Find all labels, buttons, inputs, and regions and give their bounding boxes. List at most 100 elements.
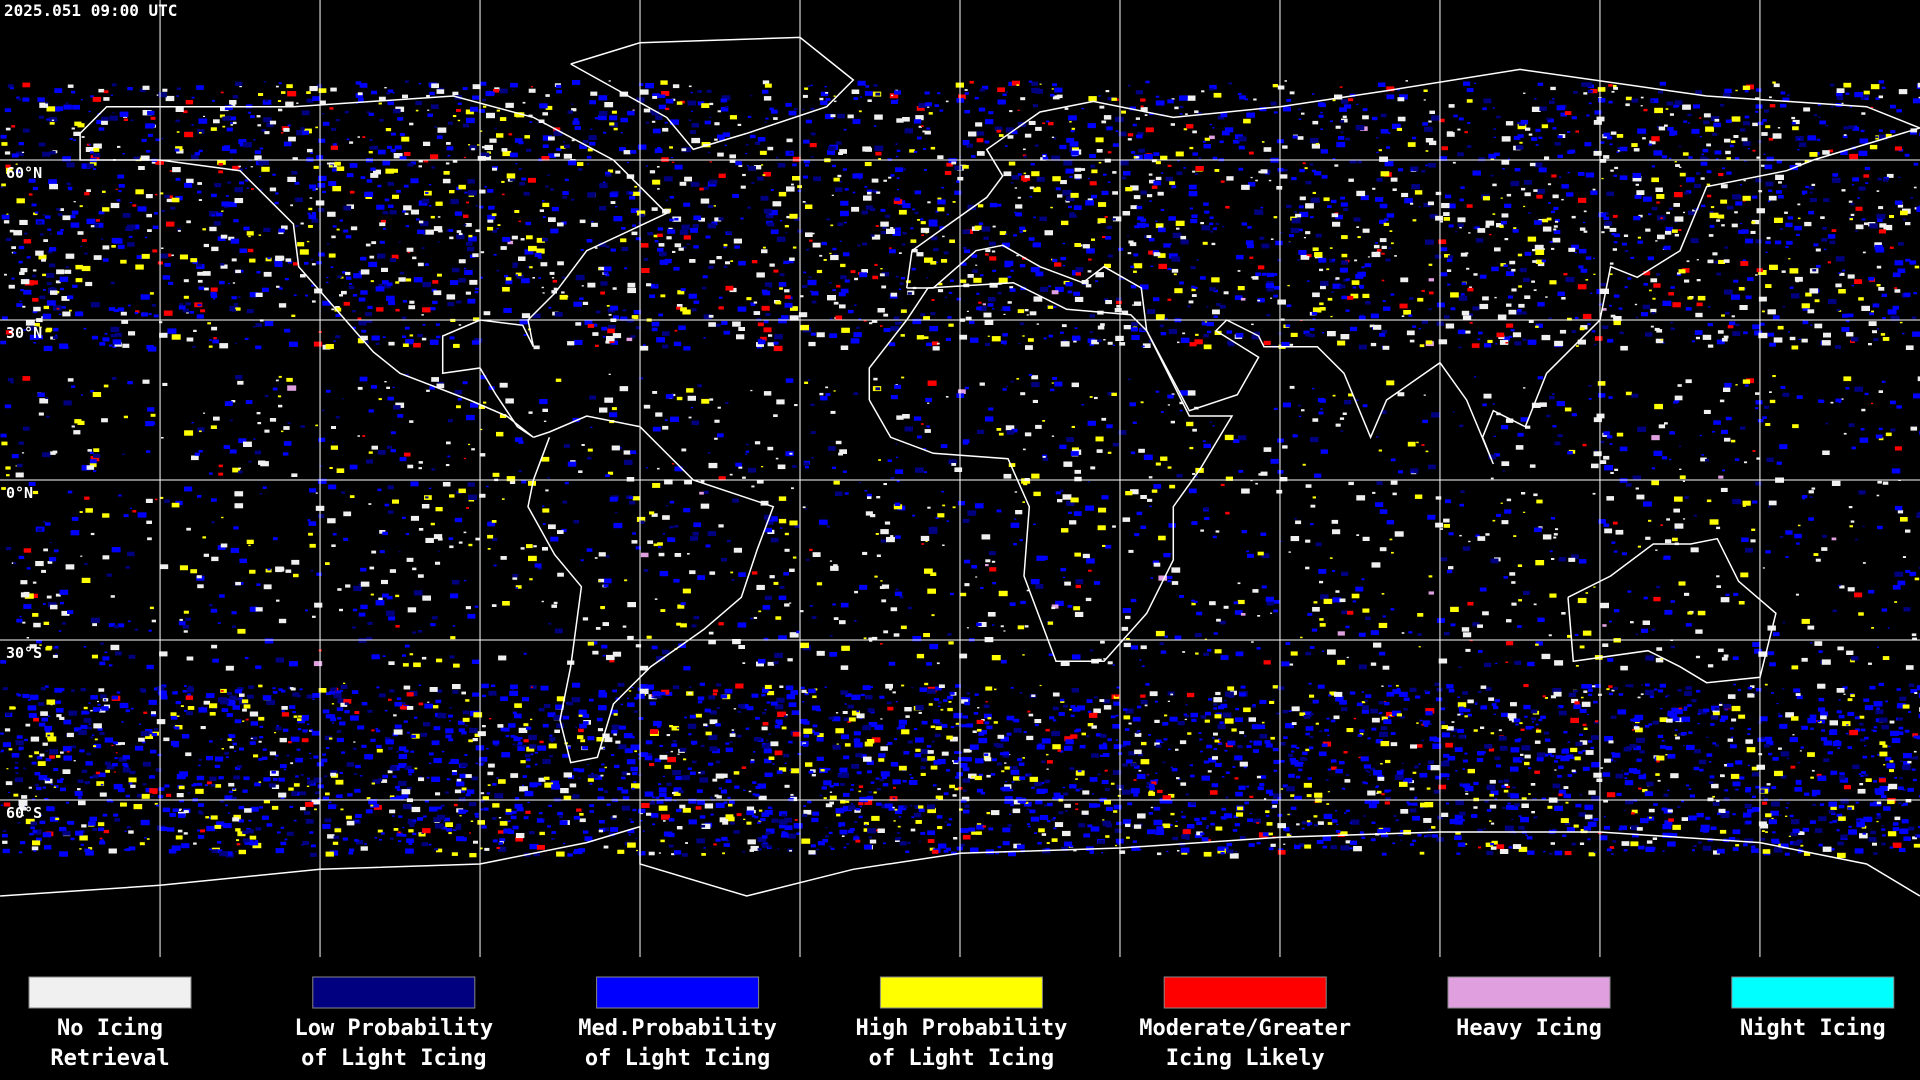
icing-patch bbox=[1909, 262, 1915, 265]
icing-patch bbox=[359, 83, 368, 88]
icing-patch bbox=[1473, 273, 1478, 276]
icing-patch bbox=[1747, 277, 1754, 282]
icing-patch bbox=[703, 186, 709, 190]
icing-patch bbox=[600, 281, 608, 286]
icing-patch bbox=[1535, 259, 1544, 264]
icing-patch bbox=[2, 848, 10, 854]
icing-patch bbox=[1712, 252, 1718, 256]
icing-patch bbox=[691, 123, 700, 128]
icing-patch bbox=[106, 764, 115, 770]
icing-patch bbox=[852, 191, 856, 194]
icing-patch bbox=[1673, 203, 1680, 207]
icing-patch bbox=[1423, 818, 1432, 823]
icing-patch bbox=[446, 142, 451, 145]
icing-patch bbox=[343, 229, 349, 233]
icing-patch bbox=[1520, 119, 1529, 125]
icing-patch bbox=[380, 219, 386, 223]
icing-patch bbox=[210, 127, 217, 131]
icing-patch bbox=[1277, 167, 1284, 172]
icing-patch bbox=[1104, 158, 1111, 163]
icing-patch bbox=[1843, 134, 1847, 136]
icing-patch bbox=[21, 151, 25, 153]
icing-patch bbox=[718, 306, 724, 310]
icing-patch bbox=[1786, 94, 1791, 97]
icing-patch bbox=[122, 153, 125, 155]
icing-patch bbox=[1336, 141, 1346, 148]
icing-patch bbox=[1724, 246, 1729, 249]
icing-patch bbox=[1891, 737, 1901, 743]
icing-patch bbox=[880, 230, 887, 235]
icing-patch bbox=[1298, 250, 1307, 255]
icing-patch bbox=[789, 849, 792, 852]
icing-patch bbox=[1036, 323, 1039, 325]
icing-patch bbox=[1532, 249, 1536, 252]
icing-patch bbox=[936, 342, 940, 345]
icing-patch bbox=[704, 120, 711, 125]
icing-patch bbox=[1918, 205, 1920, 208]
icing-patch bbox=[1678, 269, 1686, 274]
icing-patch bbox=[263, 227, 271, 232]
icing-patch bbox=[343, 682, 346, 684]
icing-patch bbox=[1755, 178, 1762, 183]
icing-patch bbox=[330, 770, 338, 775]
icing-patch bbox=[295, 224, 299, 227]
icing-patch bbox=[42, 273, 47, 277]
icing-patch bbox=[452, 115, 457, 118]
icing-patch bbox=[1489, 233, 1492, 236]
icing-patch bbox=[685, 842, 688, 844]
icing-patch bbox=[900, 334, 905, 337]
icing-patch bbox=[1011, 175, 1020, 180]
icing-patch bbox=[1681, 268, 1690, 273]
icing-patch bbox=[1741, 137, 1748, 142]
icing-patch bbox=[525, 221, 532, 226]
icing-patch bbox=[265, 257, 272, 262]
icing-patch bbox=[658, 787, 667, 793]
icing-patch bbox=[762, 246, 766, 249]
icing-patch bbox=[1305, 732, 1310, 736]
icing-patch bbox=[387, 145, 393, 149]
icing-patch bbox=[1375, 136, 1379, 139]
icing-patch bbox=[621, 227, 626, 230]
icing-patch bbox=[784, 289, 790, 293]
icing-patch bbox=[426, 94, 430, 98]
icing-patch bbox=[335, 779, 344, 785]
icing-patch bbox=[1777, 127, 1781, 129]
icing-patch bbox=[613, 216, 623, 222]
icing-patch bbox=[1303, 237, 1306, 239]
icing-patch bbox=[89, 161, 97, 166]
icing-patch bbox=[1735, 844, 1740, 847]
icing-patch bbox=[929, 326, 939, 332]
icing-patch bbox=[417, 333, 423, 338]
icing-patch bbox=[1490, 790, 1499, 796]
icing-patch bbox=[1699, 117, 1702, 119]
icing-patch bbox=[151, 304, 156, 307]
icing-patch bbox=[683, 758, 687, 761]
icing-patch bbox=[1116, 305, 1121, 308]
icing-patch bbox=[1669, 132, 1675, 136]
icing-patch bbox=[1892, 305, 1900, 310]
icing-patch bbox=[1357, 160, 1362, 164]
icing-patch bbox=[1212, 156, 1218, 160]
icing-patch bbox=[504, 274, 509, 278]
icing-patch bbox=[789, 288, 792, 290]
icing-patch bbox=[1439, 156, 1448, 161]
icing-patch bbox=[418, 165, 422, 168]
icing-patch bbox=[1810, 776, 1814, 779]
icing-patch bbox=[1801, 338, 1808, 343]
icing-patch bbox=[1019, 322, 1025, 326]
icing-patch bbox=[1532, 260, 1537, 263]
icing-patch bbox=[1404, 198, 1413, 204]
icing-patch bbox=[992, 225, 996, 228]
icing-patch bbox=[974, 225, 982, 230]
icing-patch bbox=[332, 186, 342, 192]
icing-patch bbox=[334, 161, 341, 166]
icing-patch bbox=[1170, 123, 1175, 126]
icing-patch bbox=[1238, 145, 1245, 150]
icing-patch bbox=[1062, 339, 1067, 343]
icing-patch bbox=[1502, 168, 1505, 170]
icing-patch bbox=[1301, 112, 1305, 115]
icing-patch bbox=[1289, 234, 1294, 238]
icing-patch bbox=[1237, 270, 1241, 272]
icing-patch bbox=[687, 100, 696, 106]
icing-patch bbox=[1658, 126, 1666, 131]
